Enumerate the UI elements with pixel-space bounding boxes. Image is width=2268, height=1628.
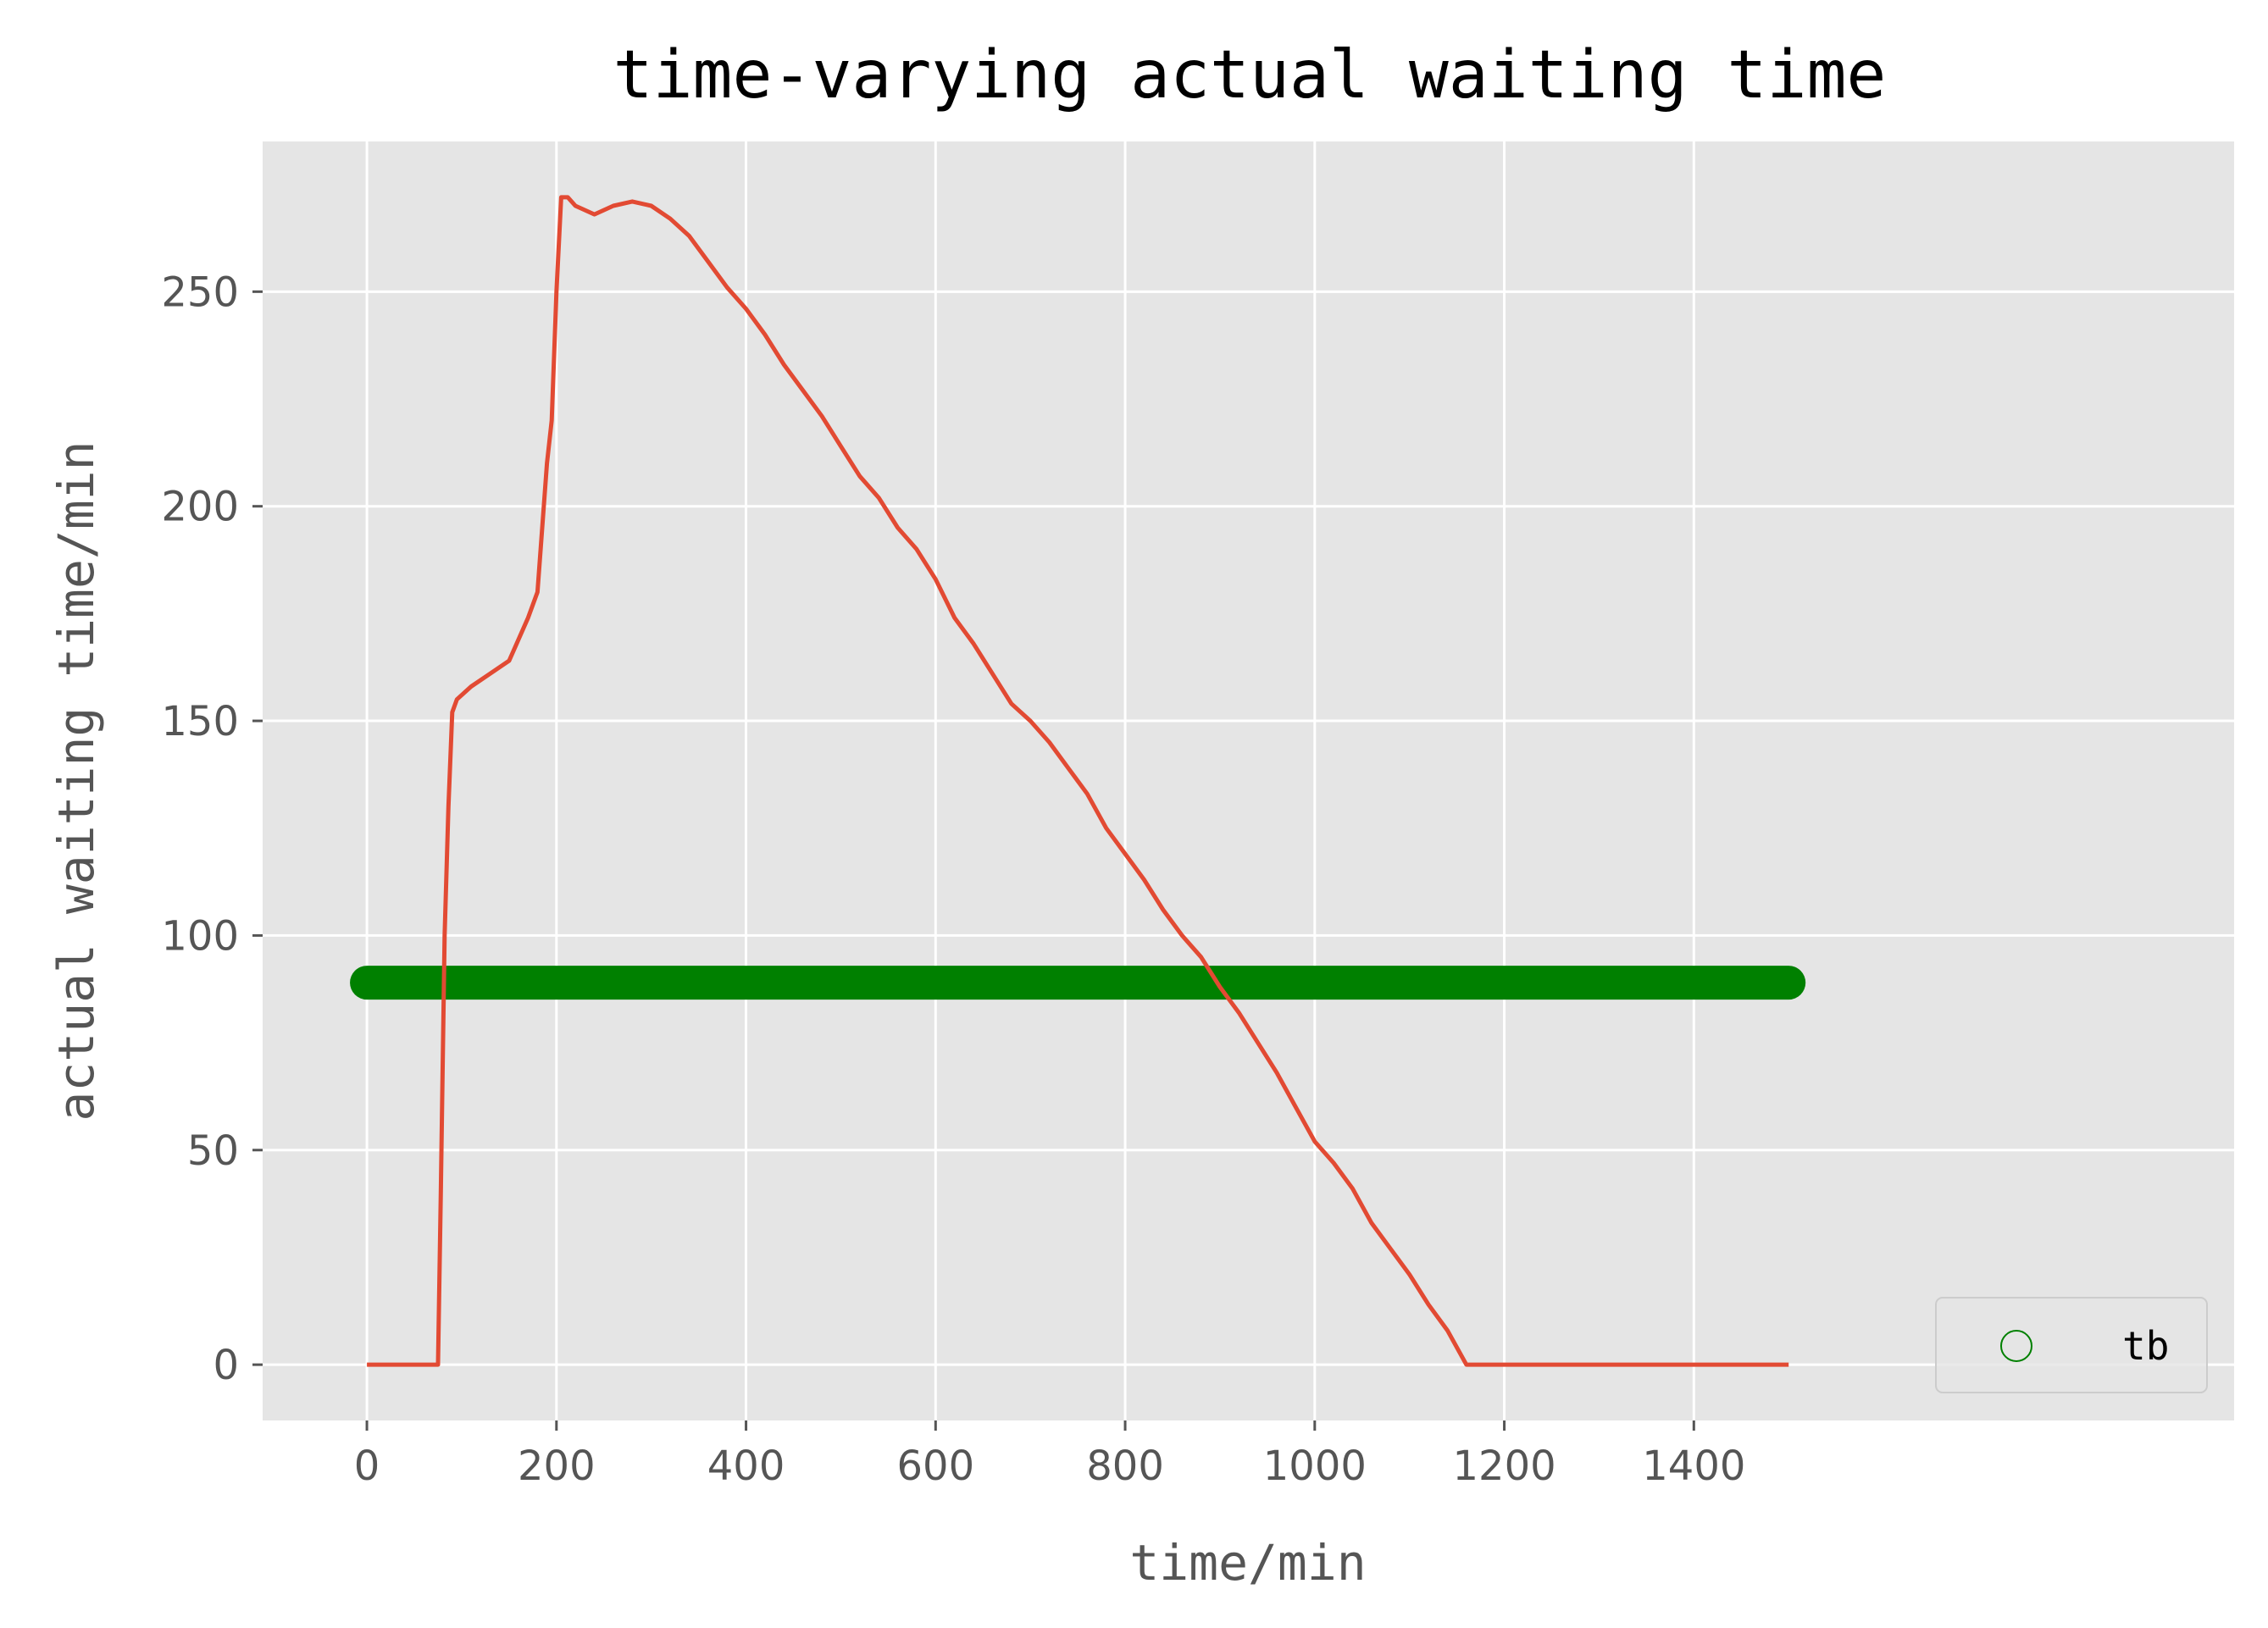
y-tick-label: 250: [161, 269, 239, 316]
x-tick-label: 1400: [1642, 1442, 1745, 1490]
y-axis-label: actual waiting time/min: [47, 440, 105, 1121]
x-tick-label: 1000: [1263, 1442, 1367, 1490]
y-tick-label: 50: [187, 1127, 239, 1175]
series-waiting-time: [367, 195, 1789, 1367]
y-tick-label: 150: [161, 698, 239, 745]
x-tick-label: 600: [897, 1442, 975, 1490]
x-tick-label: 800: [1086, 1442, 1164, 1490]
y-tick-label: 0: [213, 1342, 239, 1389]
legend: tb: [1935, 1297, 2208, 1393]
series-layer: [350, 195, 1806, 1367]
x-tick-label: 200: [518, 1442, 596, 1490]
plot-area: [263, 141, 2234, 1420]
x-tick-label: 400: [707, 1442, 785, 1490]
y-tick-label: 200: [161, 484, 239, 531]
x-axis: 0 200 400 600 800 1000 1200 1400: [354, 1420, 1745, 1490]
x-tick-label: 0: [354, 1442, 380, 1490]
legend-label-tb: tb: [2122, 1323, 2169, 1369]
x-tick-label: 1200: [1452, 1442, 1555, 1490]
x-axis-label: time/min: [1129, 1534, 1366, 1592]
grid: [263, 141, 2234, 1420]
y-tick-label: 100: [161, 912, 239, 960]
legend-marker-tb: [2000, 1330, 2032, 1362]
y-axis: 0 50 100 150 200 250: [161, 269, 263, 1389]
legend-box: [1935, 1297, 2208, 1393]
chart-title: time-varying actual waiting time: [613, 37, 1887, 114]
